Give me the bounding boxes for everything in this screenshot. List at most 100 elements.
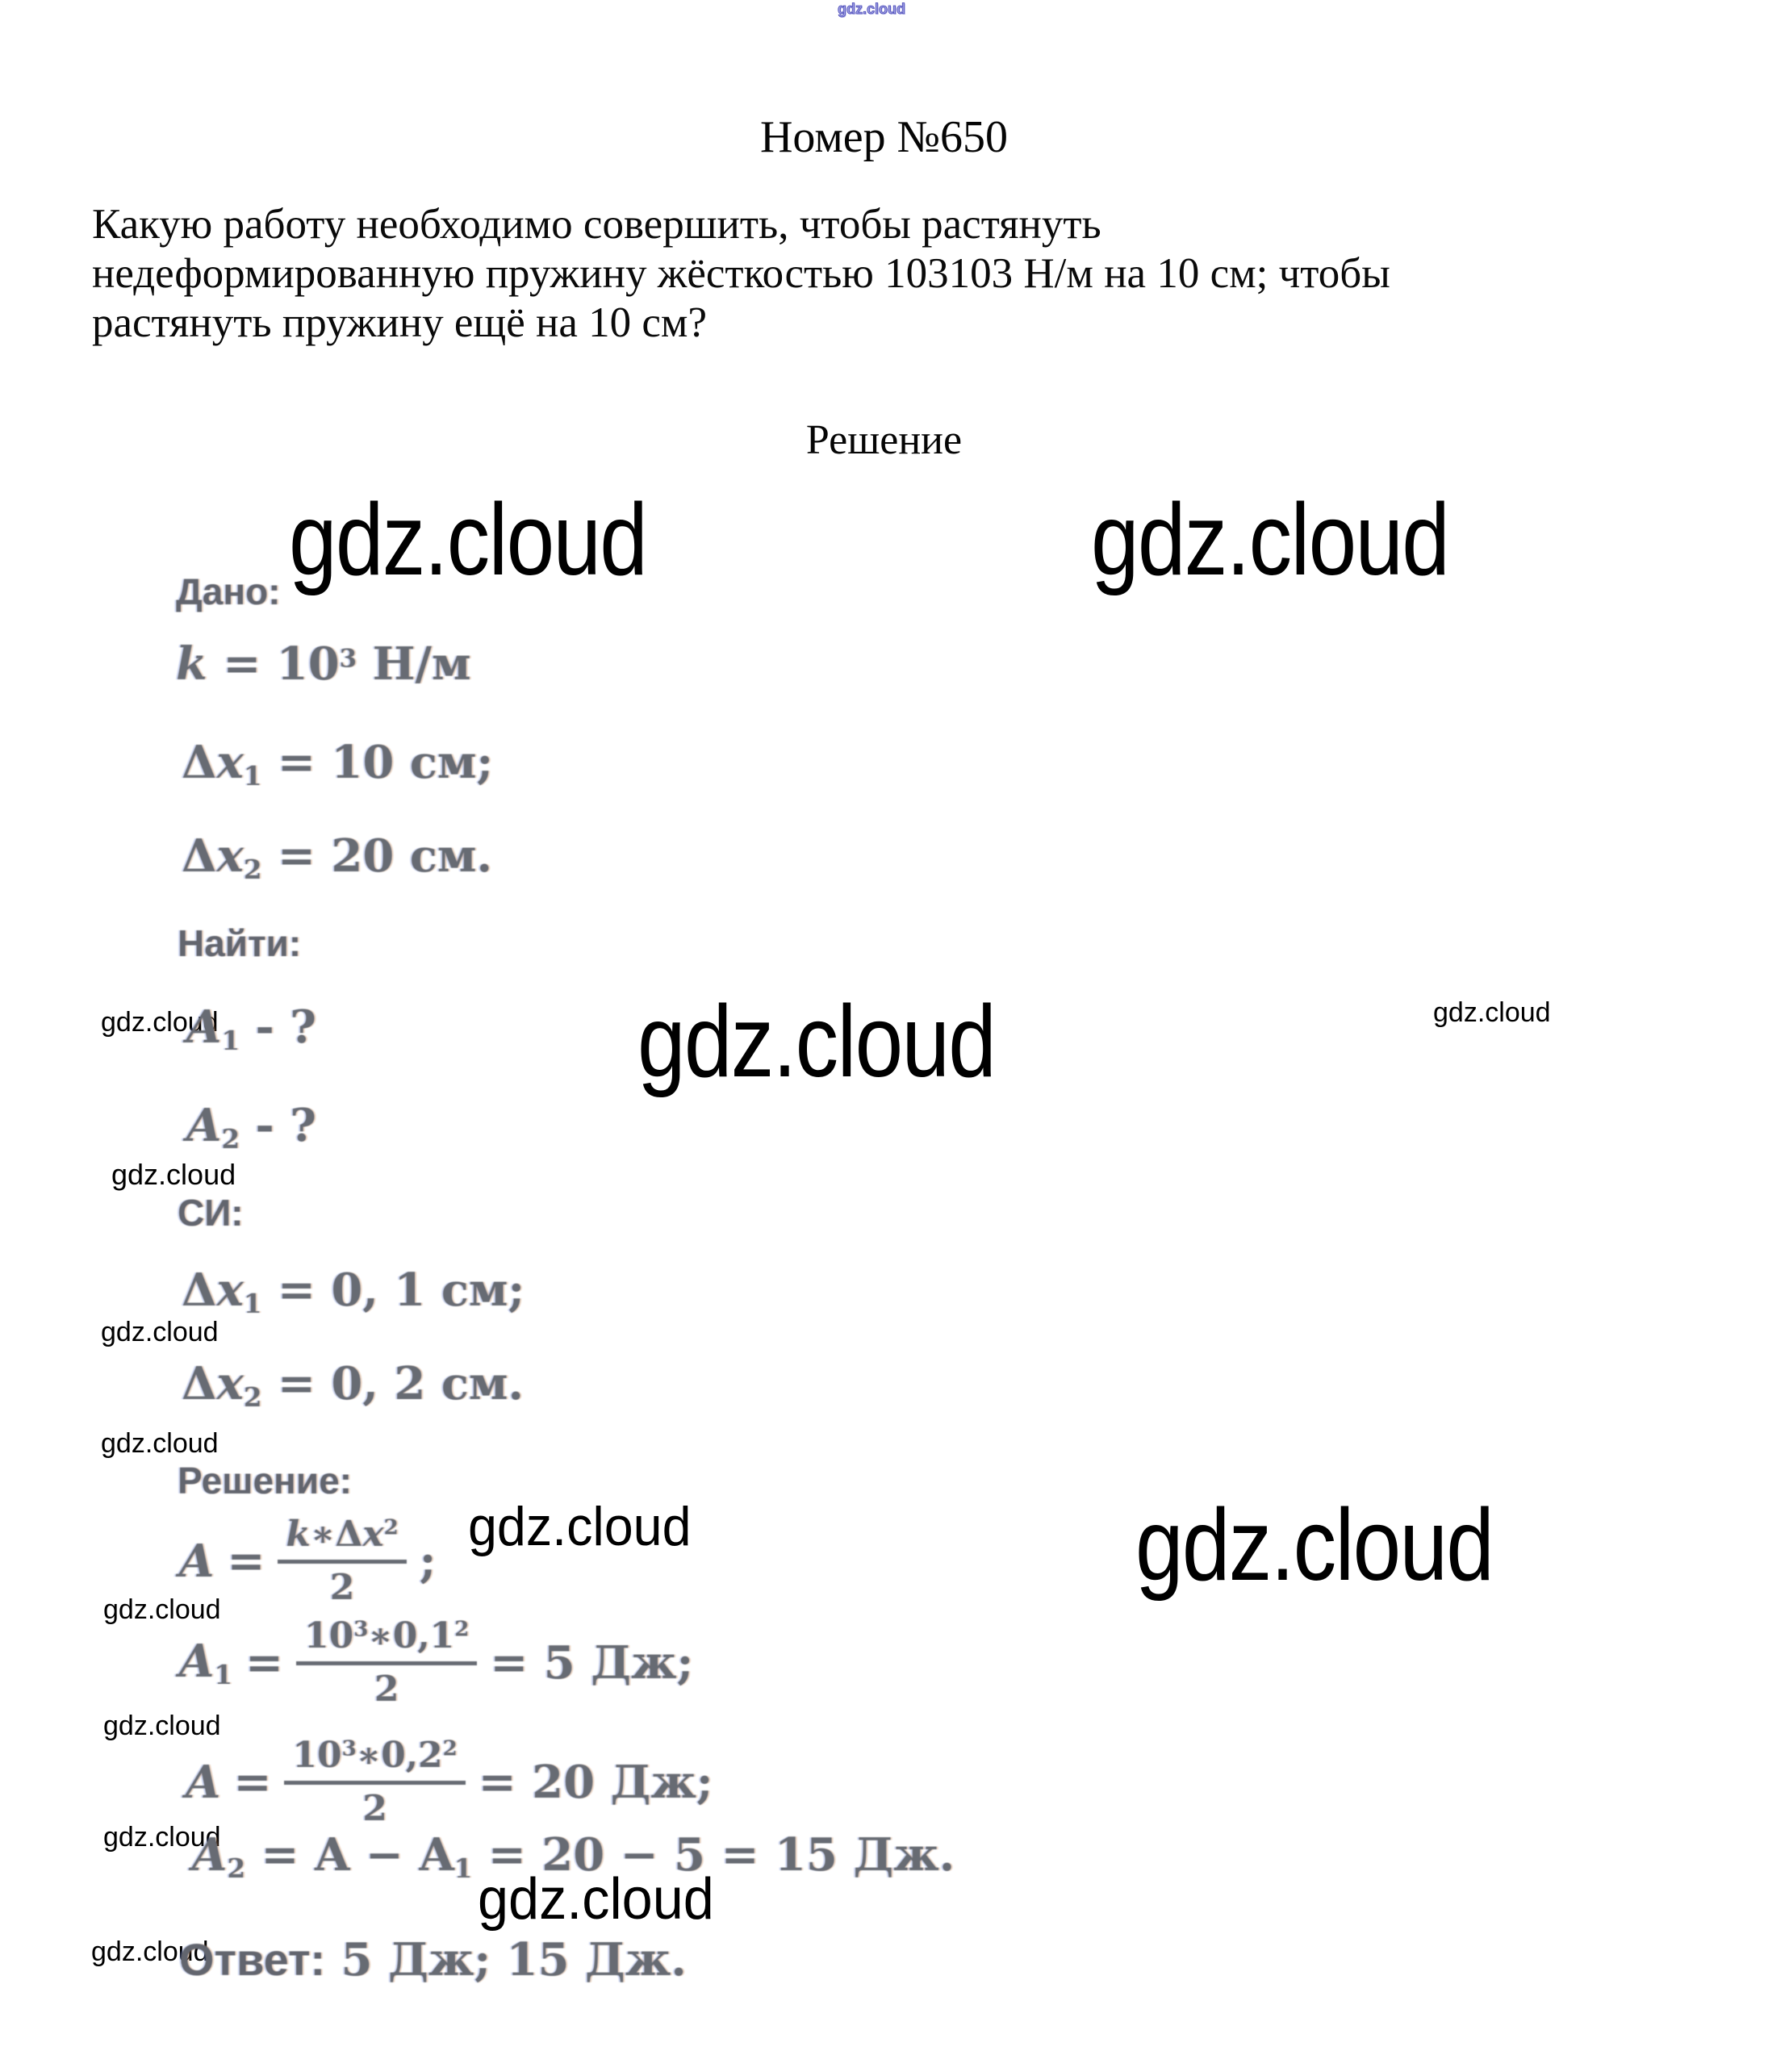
var-a: A	[179, 1534, 215, 1588]
fraction: 103∗0,12 2	[295, 1615, 478, 1710]
exp-2: 2	[454, 1617, 470, 1642]
formula-work-general: A = k∗Δx2 2 ;	[179, 1514, 436, 1608]
value-dx2: = 20 см.	[277, 829, 493, 883]
fraction: k∗Δx2 2	[278, 1514, 407, 1608]
exp-3: 3	[341, 1736, 357, 1761]
watermark-large-solution: gdz.cloud	[1135, 1488, 1494, 1602]
exp-2: 2	[442, 1736, 458, 1761]
equation-dx2: Δx2 = 20 см.	[182, 829, 492, 885]
unit-k: Н/м	[372, 637, 471, 691]
watermark-small-6: gdz.cloud	[103, 1711, 221, 1741]
sub-2: 2	[243, 854, 262, 886]
watermark-small-7: gdz.cloud	[103, 1822, 221, 1853]
equation-dx1: Δx1 = 10 см;	[182, 736, 493, 792]
exp-2: 2	[383, 1515, 399, 1540]
equation-k: k = 103 Н/м	[176, 637, 471, 691]
answer-value: 5 Дж; 15 Дж.	[341, 1933, 687, 1986]
fraction-numerator: 103∗0,22	[284, 1735, 466, 1785]
sub-1: 1	[214, 1660, 233, 1691]
si-dx1: Δx1 = 0, 1 см;	[182, 1264, 525, 1319]
find-a1: A1 - ?	[186, 1000, 316, 1056]
question-mark: - ?	[255, 1099, 317, 1152]
page-title: Номер №650	[759, 112, 1009, 162]
watermark-small-8: gdz.cloud	[91, 1936, 209, 1967]
var-x: x	[216, 1264, 244, 1317]
watermark-small-4: gdz.cloud	[101, 1428, 219, 1459]
watermark-large-middle: gdz.cloud	[637, 984, 997, 1098]
var-k: k	[176, 637, 207, 691]
sub-1: 1	[243, 1289, 262, 1320]
formula-a-total: A = 103∗0,22 2 = 20 Дж;	[186, 1735, 713, 1829]
solution-heading: Решение	[805, 417, 963, 463]
fraction-numerator: k∗Δx2	[278, 1514, 407, 1564]
equals-sign: =	[227, 1534, 265, 1588]
difference-expression: = A − A	[261, 1828, 454, 1882]
var-x: x	[216, 829, 244, 883]
given-label: Дано:	[176, 570, 281, 612]
delta-symbol: Δ	[182, 1357, 217, 1410]
delta-symbol: Δ	[182, 1264, 217, 1317]
value-k: = 10	[223, 637, 340, 691]
equals-sign: =	[245, 1635, 283, 1690]
result-value: = 20 Дж;	[478, 1755, 713, 1809]
formula-a1: A1 = 103∗0,12 2 = 5 Дж;	[179, 1615, 693, 1710]
var-k: k	[286, 1514, 311, 1555]
watermark-medium-1: gdz.cloud	[468, 1496, 692, 1557]
fraction: 103∗0,22 2	[284, 1735, 466, 1829]
value-si-dx1: = 0, 1 см;	[277, 1264, 525, 1317]
problem-text-line-1: Какую работу необходимо совершить, чтобы…	[92, 201, 1101, 248]
result-value: = 5 Дж;	[490, 1635, 694, 1690]
formula-a2: A2 = A − A1 = 20 − 5 = 15 Дж.	[192, 1828, 955, 1884]
result-value: = 20 − 5 = 15 Дж.	[487, 1828, 955, 1882]
var-a: A	[186, 1099, 222, 1152]
problem-text-line-2: недеформированную пружину жёсткостью 103…	[92, 250, 1390, 297]
watermark-large-left: gdz.cloud	[289, 482, 648, 596]
sub-2: 2	[227, 1853, 246, 1885]
watermark-medium-2: gdz.cloud	[478, 1867, 714, 1932]
fraction-denominator: 2	[362, 1788, 387, 1829]
watermark-small-right: gdz.cloud	[1433, 997, 1551, 1028]
var-x: x	[216, 1357, 244, 1410]
si-label: СИ:	[178, 1192, 244, 1234]
watermark-small-1: gdz.cloud	[101, 1007, 219, 1038]
value-dx1: = 10 см;	[277, 736, 494, 789]
equals-sign: =	[233, 1755, 272, 1809]
delta-symbol: Δ	[182, 829, 217, 883]
multiply-delta: ∗Δ	[310, 1514, 363, 1555]
var-x: x	[362, 1514, 384, 1555]
delta-symbol: Δ	[182, 736, 217, 789]
sub-2: 2	[221, 1124, 240, 1155]
semicolon: ;	[419, 1534, 437, 1588]
times-value: ∗0,1	[368, 1615, 455, 1656]
var-x: x	[216, 736, 244, 789]
fraction-denominator: 2	[374, 1669, 399, 1710]
var-a: A	[186, 1755, 221, 1809]
watermark-small-3: gdz.cloud	[101, 1317, 219, 1347]
fraction-denominator: 2	[329, 1567, 355, 1608]
problem-text-line-3: растянуть пружину ещё на 10 см?	[92, 299, 707, 346]
find-a2: A2 - ?	[186, 1099, 316, 1155]
si-dx2: Δx2 = 0, 2 см.	[182, 1357, 524, 1413]
exp-k: 3	[339, 644, 357, 674]
var-a: A	[192, 1828, 228, 1882]
value-si-dx2: = 0, 2 см.	[277, 1357, 525, 1410]
times-value: ∗0,2	[356, 1735, 443, 1776]
var-a: A	[179, 1634, 215, 1688]
fraction-numerator: 103∗0,12	[295, 1615, 478, 1665]
watermark-top: gdz.cloud	[838, 1, 906, 17]
base-10: 10	[303, 1615, 354, 1656]
exp-3: 3	[353, 1617, 369, 1642]
var-a: A	[186, 1000, 222, 1054]
sub-1: 1	[221, 1026, 240, 1057]
sub-2: 2	[243, 1382, 262, 1414]
question-mark: - ?	[255, 1000, 317, 1054]
watermark-small-2: gdz.cloud	[111, 1158, 236, 1191]
base-10: 10	[292, 1735, 342, 1776]
watermark-large-right: gdz.cloud	[1091, 482, 1450, 596]
find-label: Найти:	[178, 922, 302, 964]
solution-label: Решение:	[178, 1460, 353, 1502]
sub-1: 1	[453, 1853, 473, 1885]
sub-1: 1	[243, 761, 262, 792]
answer-label: Ответ:	[179, 1934, 326, 1985]
